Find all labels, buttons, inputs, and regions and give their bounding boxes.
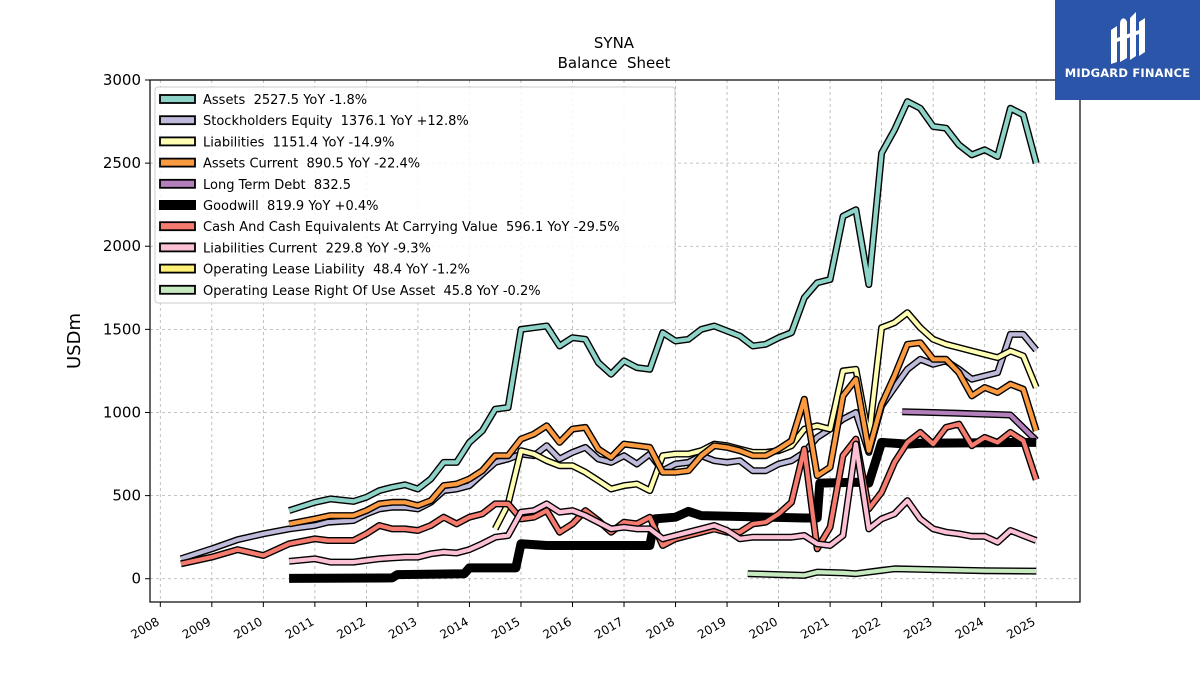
y-axis-label: USDm <box>64 313 85 369</box>
y-tick-label: 3000 <box>103 71 141 89</box>
legend-entry: Assets 2527.5 YoY -1.8% <box>159 93 367 108</box>
legend-label: Liabilities 1151.4 YoY -14.9% <box>203 135 395 150</box>
legend-entry: Cash And Cash Equivalents At Carrying Va… <box>159 220 620 235</box>
series-line <box>180 420 1040 568</box>
legend-label: Assets Current 890.5 YoY -22.4% <box>203 157 420 172</box>
legend-entry: Long Term Debt 832.5 <box>159 178 351 193</box>
legend-entry: Liabilities Current 229.8 YoY -9.3% <box>159 241 431 256</box>
legend-swatch <box>159 221 196 232</box>
legend-swatch <box>159 136 196 147</box>
midgard-logo-icon <box>1111 12 1145 64</box>
series-line <box>288 339 1040 528</box>
legend-box <box>154 86 676 304</box>
legend-entry: Goodwill 819.9 YoY +0.4% <box>159 199 378 214</box>
series-line <box>288 98 1040 514</box>
chart-subtitle: Balance Sheet <box>558 54 671 72</box>
legend-entry: Assets Current 890.5 YoY -22.4% <box>159 157 420 172</box>
legend-swatch <box>159 157 196 168</box>
legend-swatch <box>159 115 196 126</box>
legend-entry: Operating Lease Liability 48.4 YoY -1.2% <box>159 263 470 278</box>
legend-label: Liabilities Current 229.8 YoY -9.3% <box>203 241 431 256</box>
legend: Assets 2527.5 YoY -1.8% Stockholders Equi… <box>154 86 676 304</box>
legend-swatch <box>159 284 196 295</box>
y-tick-label: 2000 <box>103 237 141 255</box>
y-tick-label: 2500 <box>103 154 141 172</box>
legend-label: Assets 2527.5 YoY -1.8% <box>203 93 367 108</box>
legend-swatch <box>159 263 196 274</box>
series-stroke <box>288 99 1039 513</box>
series-stroke <box>288 442 1037 565</box>
brand-logo: MIDGARD FINANCE <box>1055 0 1200 100</box>
y-axis-ticks: 0 500 1000 1500 2000 2500 3000 <box>103 71 150 588</box>
y-tick-label: 1500 <box>103 320 141 338</box>
chart-title: SYNA <box>594 34 635 52</box>
series-stroke <box>289 437 1037 583</box>
series-stroke <box>747 566 1037 578</box>
series-line <box>747 565 1037 579</box>
legend-entry: Operating Lease Right Of Use Asset 45.8 … <box>159 284 541 299</box>
series-line <box>288 440 1038 566</box>
legend-label: Goodwill 819.9 YoY +0.4% <box>203 199 378 214</box>
series-stroke <box>180 422 1039 566</box>
legend-entry: Stockholders Equity 1376.1 YoY +12.8% <box>159 114 469 129</box>
legend-swatch <box>159 200 196 210</box>
legend-swatch <box>159 178 196 189</box>
y-tick-label: 500 <box>112 487 141 505</box>
legend-label: Long Term Debt 832.5 <box>203 178 351 193</box>
legend-label: Cash And Cash Equivalents At Carrying Va… <box>203 220 620 235</box>
plot-frame <box>149 79 1081 603</box>
legend-entry: Liabilities 1151.4 YoY -14.9% <box>159 135 395 150</box>
legend-label: Stockholders Equity 1376.1 YoY +12.8% <box>203 114 469 129</box>
series-line <box>902 408 1039 443</box>
legend-label: Operating Lease Right Of Use Asset 45.8 … <box>203 284 541 299</box>
series-line <box>289 437 1037 583</box>
y-tick-label: 1000 <box>103 403 141 421</box>
legend-swatch <box>159 94 196 104</box>
series-stroke <box>902 409 1038 442</box>
legend-swatch <box>159 242 196 253</box>
brand-name: MIDGARD FINANCE <box>1064 66 1191 80</box>
series-stroke <box>288 340 1039 526</box>
y-tick-label: 0 <box>131 570 141 588</box>
legend-label: Operating Lease Liability 48.4 YoY -1.2% <box>203 263 470 278</box>
series-lines <box>179 98 1040 583</box>
